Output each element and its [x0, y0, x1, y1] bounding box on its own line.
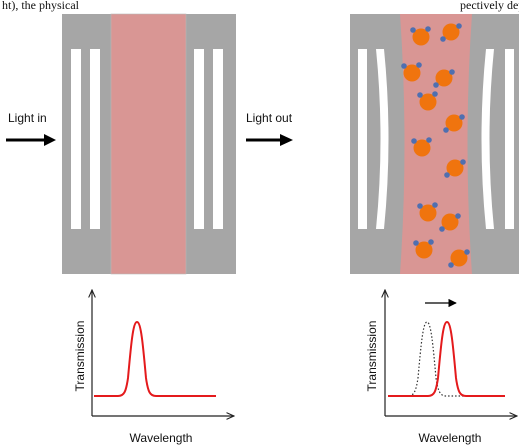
particle-ligand: [426, 137, 432, 143]
particle-ligand: [413, 240, 419, 246]
particle-ligand: [410, 27, 416, 33]
right-spectrum-plot: Transmission Wavelength: [365, 290, 517, 445]
particle-ligand: [433, 82, 439, 88]
particle-ligand: [411, 138, 417, 144]
particle-ligand: [417, 92, 423, 98]
right-cavity: [350, 14, 519, 274]
right-ylabel: Transmission: [365, 321, 379, 392]
right-cavity-medium: [400, 14, 472, 274]
particle: [443, 114, 465, 133]
particle: [411, 137, 432, 157]
particle-group: [401, 23, 470, 268]
original-peak-dotted: [388, 321, 505, 397]
particle: [401, 62, 422, 82]
light-out-arrowhead: [280, 134, 293, 146]
caption-fragment-right: pectively depend: [460, 0, 519, 12]
left-cavity: [62, 13, 236, 275]
particle-ligand: [443, 127, 449, 133]
particle-ligand: [417, 203, 423, 209]
left-mirror-slit: [358, 49, 367, 229]
left-ylabel: Transmission: [73, 321, 87, 392]
bent-mirror-slit: [481, 49, 494, 229]
particle-ligand: [449, 69, 455, 75]
particle: [413, 239, 434, 259]
light-in-label: Light in: [8, 111, 47, 125]
particle-ligand: [428, 239, 434, 245]
particle-ligand: [432, 91, 438, 97]
light-in-arrowhead: [44, 134, 56, 146]
particle: [433, 69, 455, 88]
left-mirror-slit: [71, 49, 81, 229]
right-mirror-slit: [213, 49, 223, 229]
light-out-label: Light out: [246, 111, 293, 125]
particle: [448, 249, 470, 268]
particle-ligand: [455, 213, 461, 219]
particle-ligand: [440, 36, 446, 42]
particle-ligand: [456, 23, 462, 29]
particle: [439, 213, 461, 232]
left-mirror-slit: [90, 49, 100, 229]
caption-fragment-left: ht), the physical: [2, 0, 80, 12]
right-mirror-slit: [194, 49, 204, 229]
particle-ligand: [416, 62, 422, 68]
left-cavity-medium: [111, 14, 186, 274]
particle: [440, 23, 462, 42]
particle-ligand: [432, 202, 438, 208]
right-xlabel: Wavelength: [419, 431, 482, 445]
particle-ligand: [448, 262, 454, 268]
particle: [417, 202, 438, 222]
left-transmission-peak: [94, 320, 216, 397]
particle-ligand: [464, 249, 470, 255]
particle: [410, 26, 431, 46]
bent-mirror-slit: [376, 49, 389, 229]
left-spectrum-plot: Transmission Wavelength: [73, 290, 234, 445]
particle-ligand: [401, 63, 407, 69]
particle: [417, 91, 438, 111]
left-xlabel: Wavelength: [130, 431, 193, 445]
particle: [444, 159, 466, 178]
particle-ligand: [459, 114, 465, 120]
particle-ligand: [439, 226, 445, 232]
shifted-transmission-peak: [388, 320, 505, 397]
particle-ligand: [425, 26, 431, 32]
particle-ligand: [444, 172, 450, 178]
right-mirror-slit: [505, 49, 514, 229]
particle-ligand: [460, 159, 466, 165]
